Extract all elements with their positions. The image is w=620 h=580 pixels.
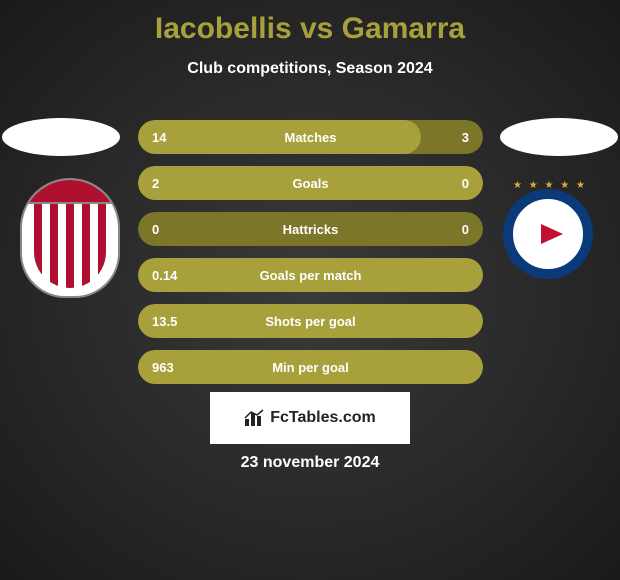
- stat-row: 963Min per goal: [138, 350, 483, 384]
- date-label: 23 november 2024: [0, 454, 620, 472]
- stat-left-value: 13.5: [152, 314, 202, 329]
- stat-row: 2Goals0: [138, 166, 483, 200]
- stat-row: 14Matches3: [138, 120, 483, 154]
- left-ellipse-shadow: [2, 118, 120, 156]
- bars-icon: [244, 409, 266, 427]
- stat-label: Goals: [202, 176, 419, 191]
- stat-label: Hattricks: [202, 222, 419, 237]
- stat-label: Goals per match: [202, 268, 419, 283]
- stat-left-value: 2: [152, 176, 202, 191]
- stat-left-value: 0: [152, 222, 202, 237]
- stat-label: Matches: [202, 130, 419, 145]
- stat-left-value: 0.14: [152, 268, 202, 283]
- stat-row: 0Hattricks0: [138, 212, 483, 246]
- stat-label: Min per goal: [202, 360, 419, 375]
- stat-right-value: 3: [419, 130, 469, 145]
- stat-left-value: 14: [152, 130, 202, 145]
- stat-row: 0.14Goals per match: [138, 258, 483, 292]
- fctables-badge: FcTables.com: [210, 392, 410, 444]
- fctables-label: FcTables.com: [270, 409, 376, 427]
- argentinos-shield-icon: ★ ★ ★ ★ ★: [503, 180, 597, 274]
- page-subtitle: Club competitions, Season 2024: [0, 60, 620, 78]
- stat-right-value: 0: [419, 222, 469, 237]
- stat-row: 13.5Shots per goal: [138, 304, 483, 338]
- barracas-shield-icon: [20, 178, 120, 298]
- stat-left-value: 963: [152, 360, 202, 375]
- stat-right-value: 0: [419, 176, 469, 191]
- page-title: Iacobellis vs Gamarra: [0, 0, 620, 46]
- team-logo-left: [20, 178, 120, 278]
- stats-container: 14Matches32Goals00Hattricks00.14Goals pe…: [138, 120, 483, 396]
- stat-label: Shots per goal: [202, 314, 419, 329]
- right-ellipse-shadow: [500, 118, 618, 156]
- team-logo-right: ★ ★ ★ ★ ★: [500, 178, 600, 278]
